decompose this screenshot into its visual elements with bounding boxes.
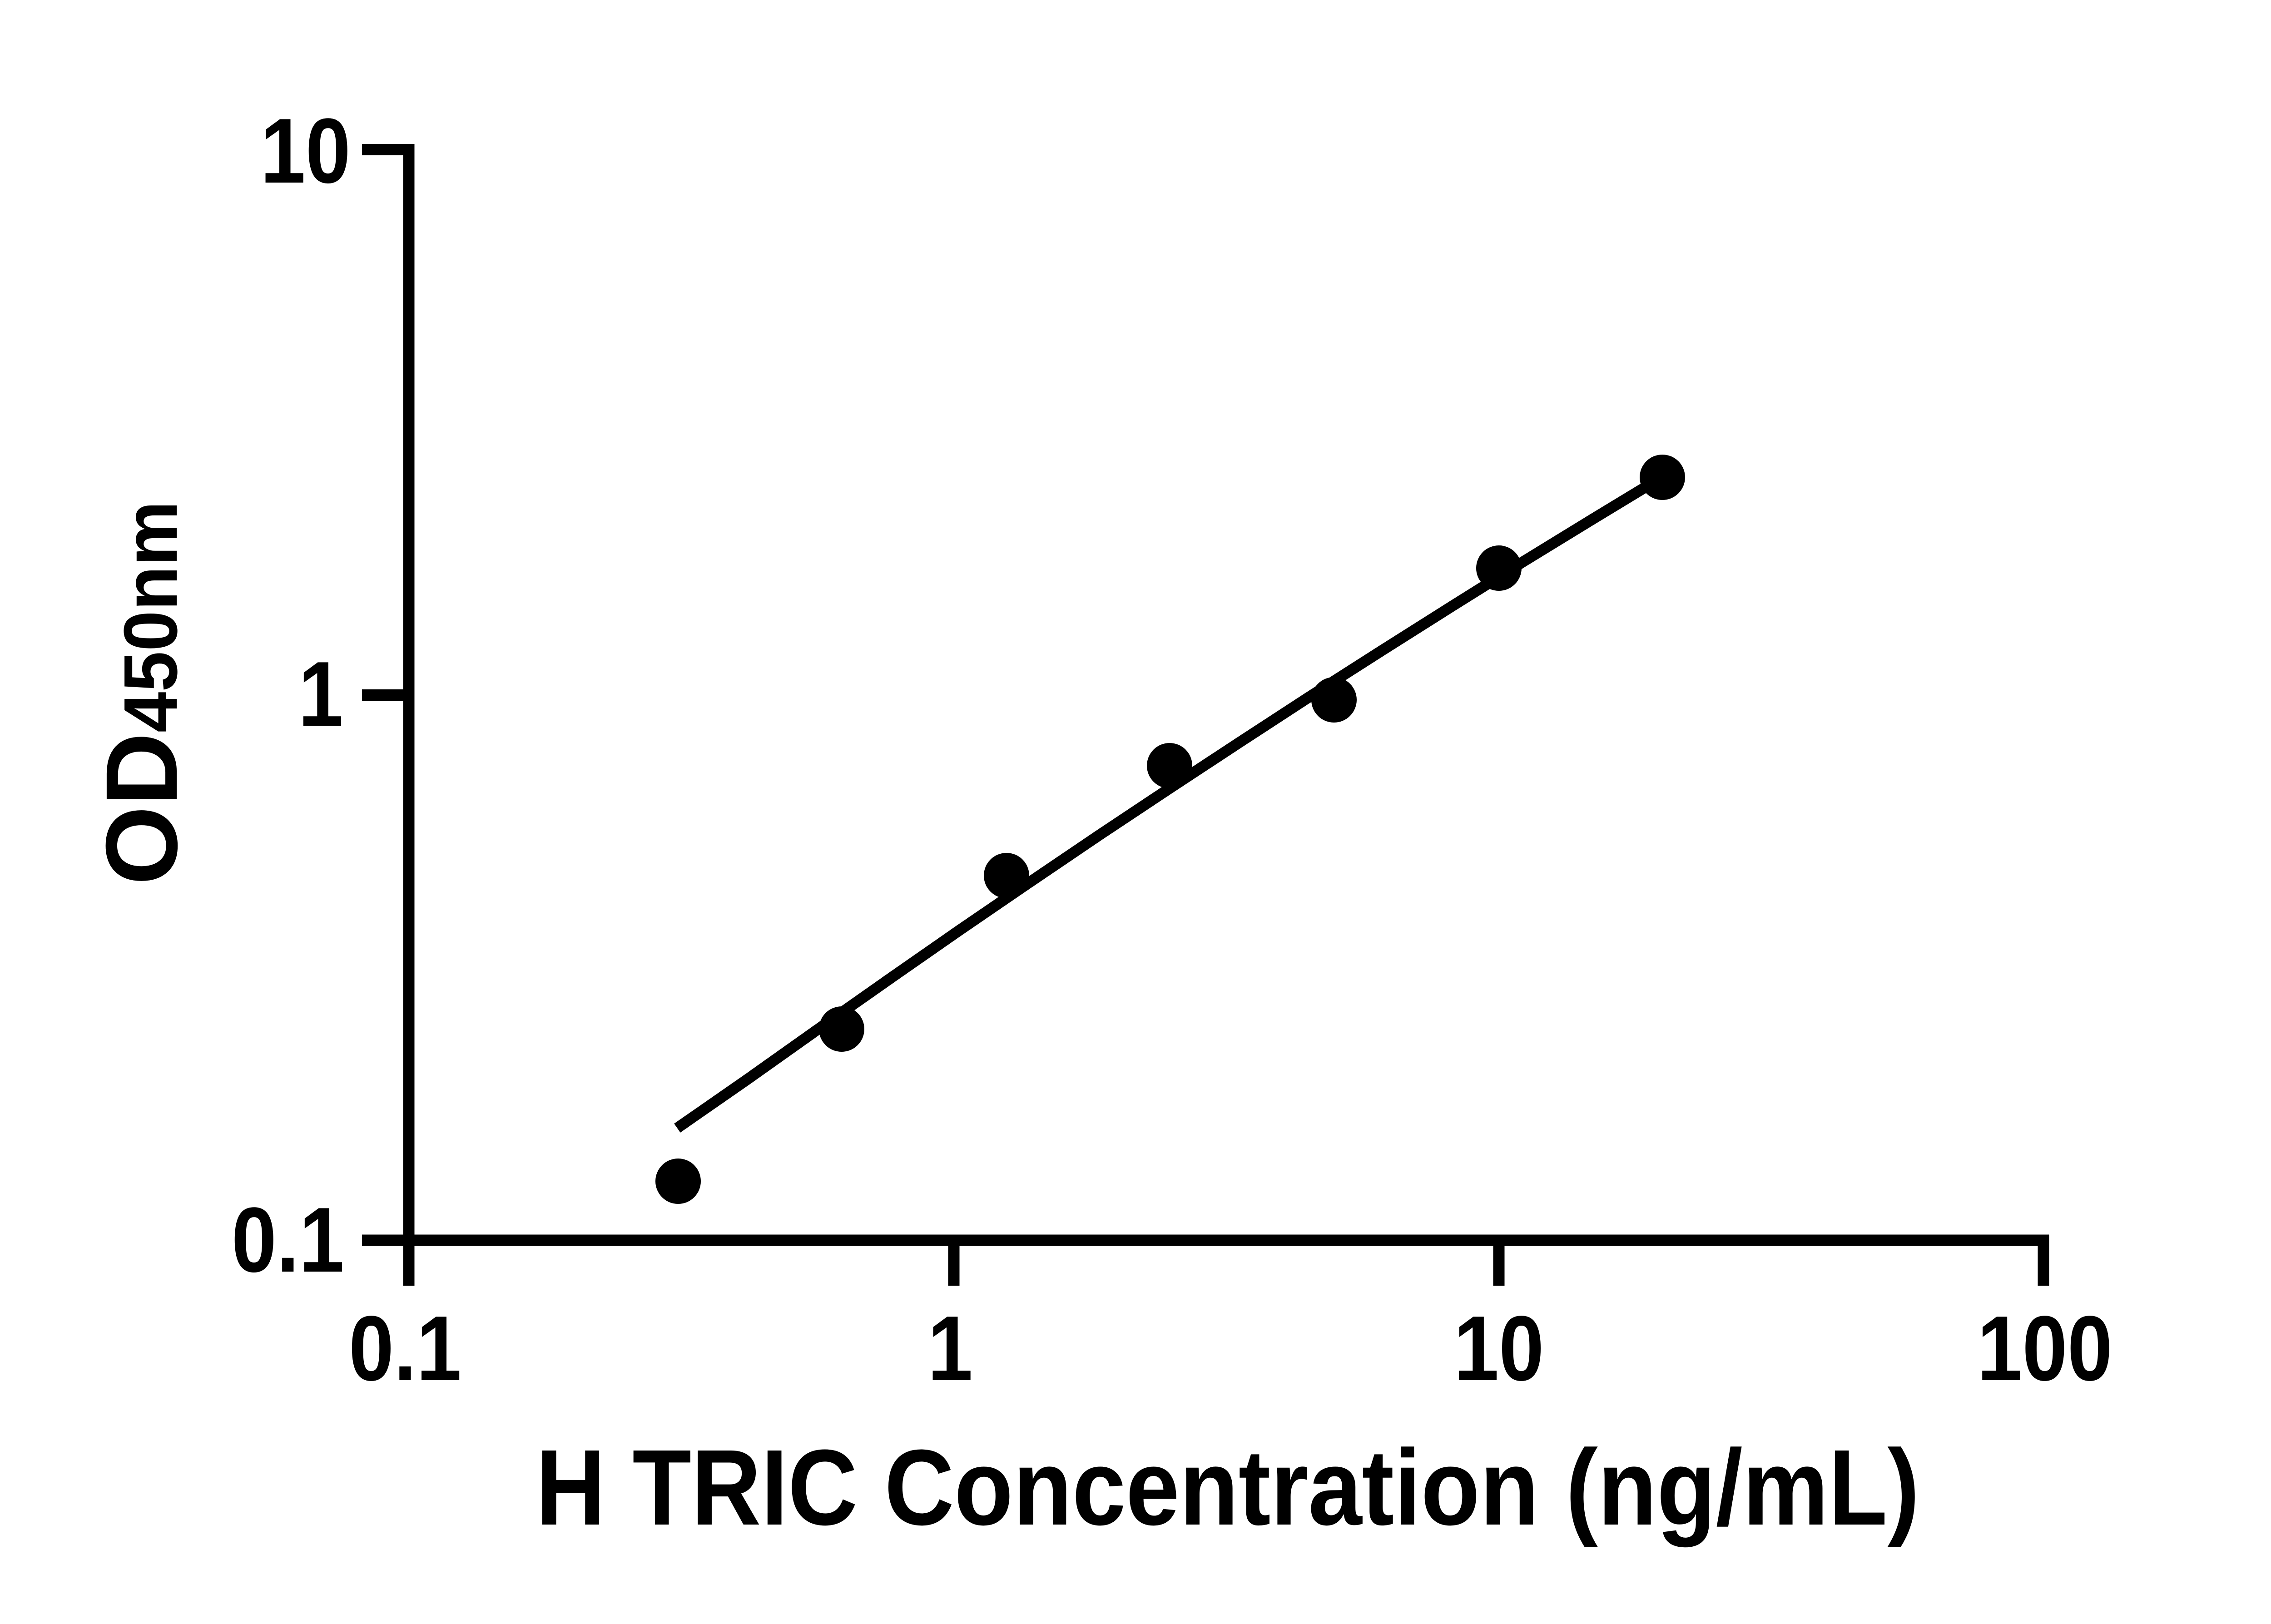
svg-text:0.1: 0.1 [232,1188,344,1291]
svg-text:100: 100 [1977,1297,2112,1400]
svg-text:10: 10 [1454,1297,1544,1400]
svg-text:1: 1 [927,1297,972,1400]
svg-text:1: 1 [298,642,343,745]
svg-text:H TRIC Concentration (ng/mL): H TRIC Concentration (ng/mL) [536,1427,1920,1547]
svg-text:0.1: 0.1 [349,1297,461,1400]
svg-text:10: 10 [260,99,351,202]
